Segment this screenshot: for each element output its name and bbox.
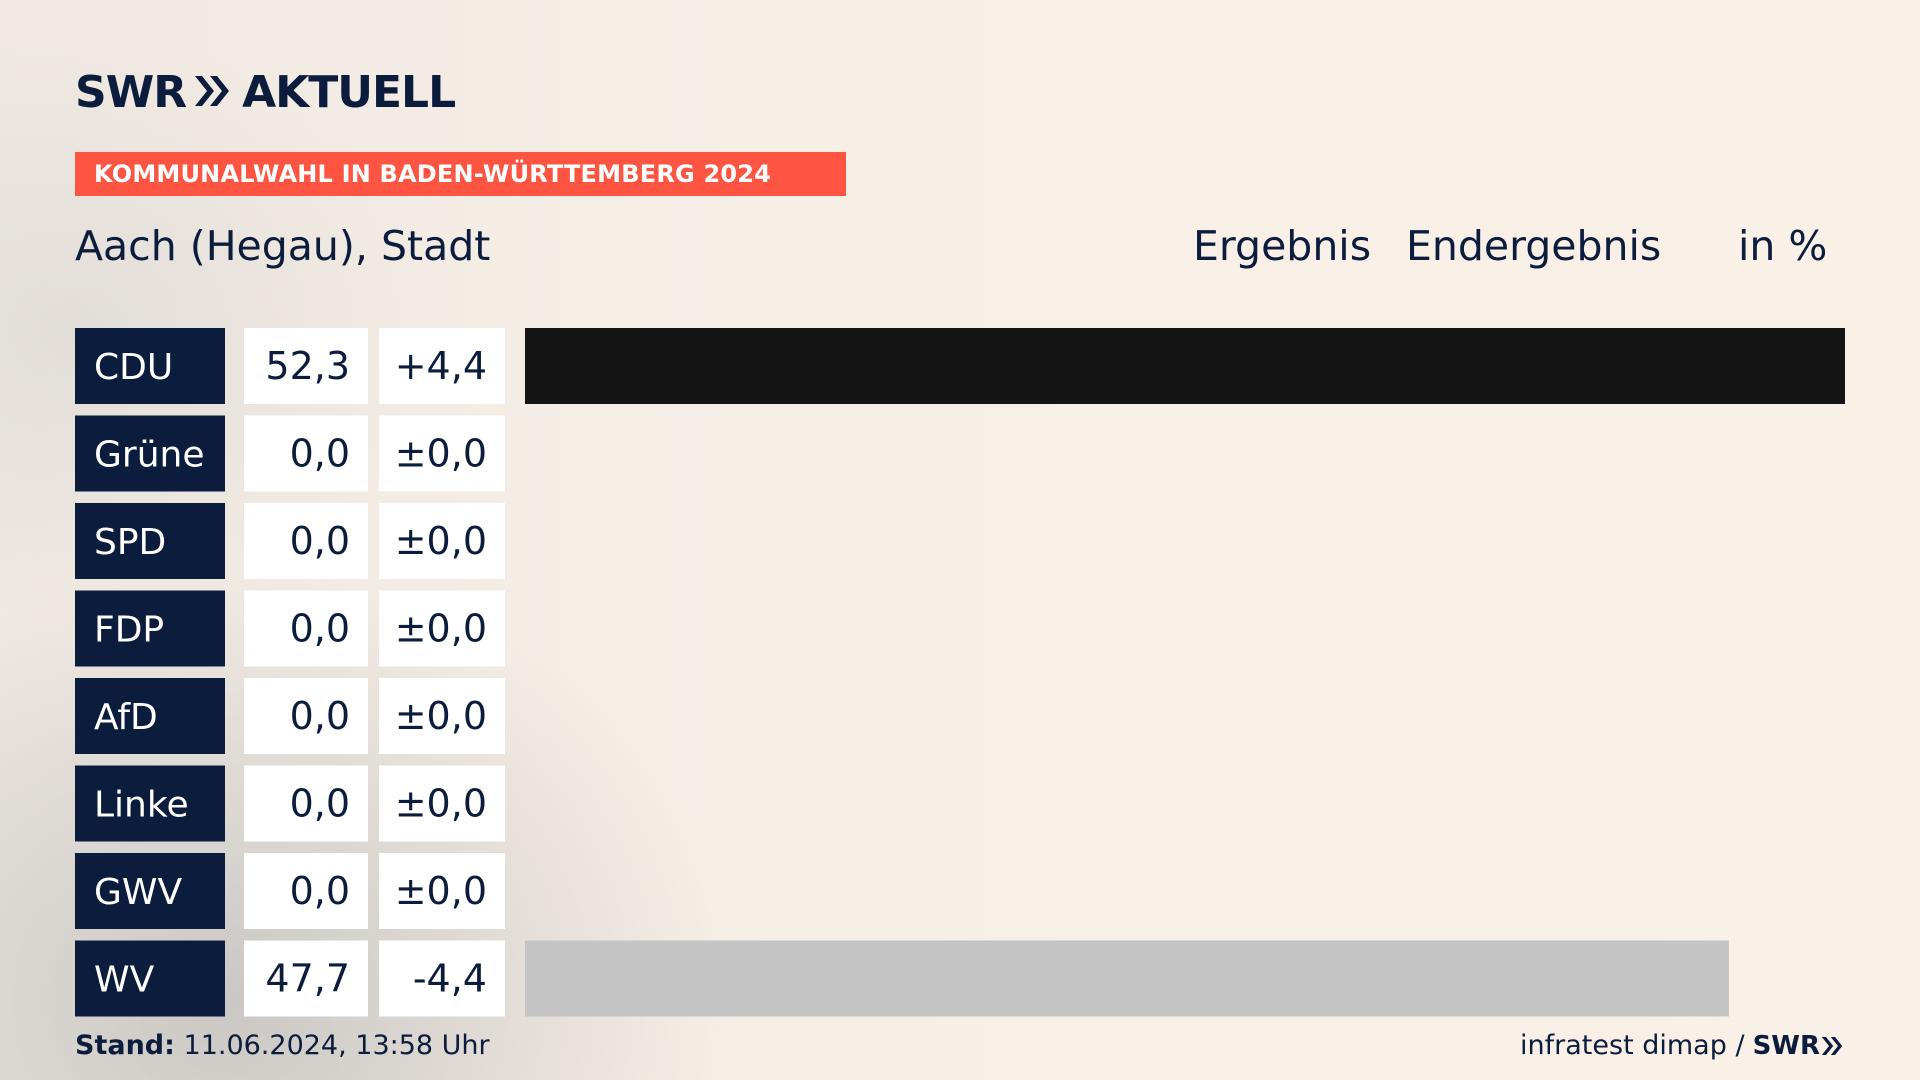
header-unit: in % (1738, 222, 1828, 270)
header-result: Ergebnis (1193, 222, 1372, 270)
change-label-0: +4,4 (395, 344, 487, 388)
stand-label: Stand: (75, 1030, 175, 1061)
place-title: Aach (Hegau), Stadt (75, 222, 491, 270)
value-label-3: 0,0 (290, 607, 350, 651)
value-label-1: 0,0 (290, 432, 350, 476)
value-box-2 (244, 503, 368, 579)
value-box-7 (244, 940, 368, 1017)
value-label-7: 47,7 (265, 957, 350, 1001)
value-box-6 (244, 853, 368, 929)
value-label-2: 0,0 (290, 519, 350, 563)
value-label-4: 0,0 (290, 694, 350, 738)
change-box-4 (379, 678, 505, 754)
stand-value: 11.06.2024, 13:58 Uhr (183, 1030, 490, 1061)
party-label-6: GWV (94, 872, 182, 913)
footer-stand: Stand: 11.06.2024, 13:58 Uhr (75, 1030, 490, 1061)
value-box-4 (244, 678, 368, 754)
change-box-7 (379, 940, 505, 1017)
change-label-3: ±0,0 (395, 607, 487, 651)
party-label-1: Grüne (94, 435, 204, 476)
change-box-3 (379, 590, 505, 667)
change-box-6 (379, 853, 505, 929)
bar-cdu (525, 328, 1845, 404)
footer-source: infratest dimap / SWR (1520, 1030, 1844, 1061)
logo-aktuell-text: AKTUELL (242, 67, 456, 118)
party-box-1 (75, 415, 225, 492)
value-box-0 (244, 328, 368, 404)
party-box-6 (75, 853, 225, 929)
party-box-3 (75, 590, 225, 667)
value-box-1 (244, 415, 368, 492)
change-label-1: ±0,0 (395, 432, 487, 476)
logo-swr-text: SWR (75, 67, 187, 118)
party-label-0: CDU (94, 347, 173, 388)
double-chevron-icon (192, 73, 232, 113)
value-box-5 (244, 765, 368, 842)
party-label-4: AfD (94, 697, 158, 738)
swr-aktuell-logo: SWR AKTUELL (75, 67, 456, 118)
footer-swr-logo: SWR (1753, 1031, 1844, 1061)
source-text: infratest dimap / (1520, 1030, 1745, 1061)
party-box-2 (75, 503, 225, 579)
change-label-4: ±0,0 (395, 694, 487, 738)
party-box-7 (75, 940, 225, 1017)
change-box-1 (379, 415, 505, 492)
header-final: Endergebnis (1406, 222, 1662, 270)
change-box-0 (379, 328, 505, 404)
party-label-7: WV (94, 960, 155, 1001)
footer-swr-text: SWR (1752, 1030, 1820, 1061)
value-label-6: 0,0 (290, 869, 350, 913)
party-label-3: FDP (94, 610, 164, 651)
change-label-6: ±0,0 (395, 869, 487, 913)
footer-double-chevron-icon (1821, 1036, 1843, 1055)
election-banner: KOMMUNALWAHL IN BADEN-WÜRTTEMBERG 2024 (75, 152, 846, 196)
party-box-4 (75, 678, 225, 754)
change-box-5 (379, 765, 505, 842)
value-label-5: 0,0 (290, 782, 350, 826)
change-label-2: ±0,0 (395, 519, 487, 563)
party-label-5: Linke (94, 785, 189, 826)
change-box-2 (379, 503, 505, 579)
party-box-0 (75, 328, 225, 404)
value-box-3 (244, 590, 368, 667)
bar-wv (525, 940, 1729, 1017)
party-box-5 (75, 765, 225, 842)
change-label-7: -4,4 (413, 957, 487, 1001)
value-label-0: 52,3 (265, 344, 350, 388)
party-label-2: SPD (94, 522, 166, 563)
change-label-5: ±0,0 (395, 782, 487, 826)
